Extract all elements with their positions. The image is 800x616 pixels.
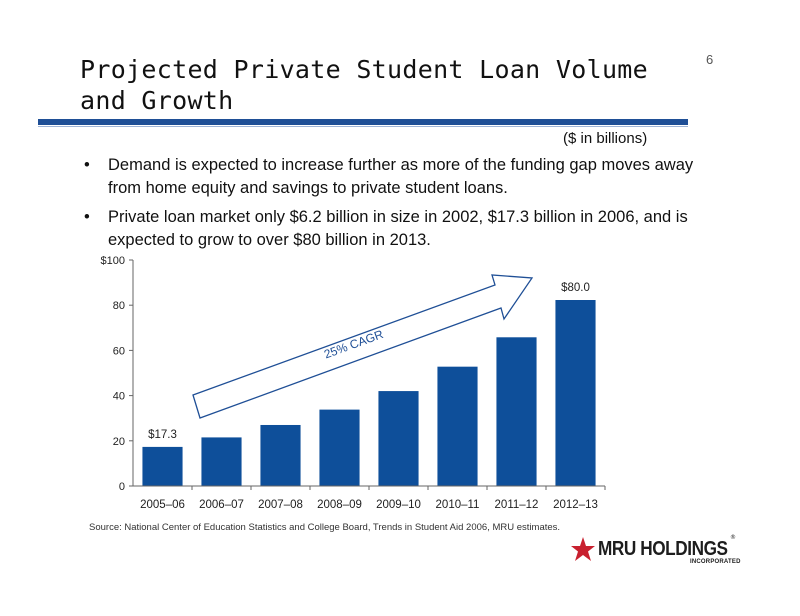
- bar: [201, 437, 242, 486]
- bar: [319, 409, 360, 486]
- cagr-arrow-icon: [192, 274, 534, 419]
- x-tick-label: 2012–13: [553, 499, 598, 511]
- data-label: $80.0: [561, 282, 590, 294]
- y-tick-label: $100: [101, 255, 125, 267]
- star-logo-icon: [571, 537, 595, 561]
- source-note: Source: National Center of Education Sta…: [89, 522, 561, 533]
- bar: [142, 446, 183, 486]
- slide-title: Projected Private Student Loan Volume an…: [80, 55, 648, 115]
- bar: [378, 391, 419, 486]
- data-labels: $17.3 $80.0: [148, 282, 590, 441]
- bullet-item: • Private loan market only $6.2 billion …: [84, 206, 724, 252]
- bullet-text: Private loan market only $6.2 billion in…: [108, 208, 688, 249]
- bars: [142, 300, 596, 486]
- x-tick-label: 2009–10: [376, 499, 421, 511]
- logo-wordmark: MRU HOLDINGS: [598, 538, 728, 560]
- bar: [437, 366, 478, 486]
- x-tick-label: 2008–09: [317, 499, 362, 511]
- loan-volume-bar-chart: 0 20 40 60 80 $100 2005–06 2006–07 2007–08 2008–…: [101, 255, 606, 511]
- x-axis: 2005–06 2006–07 2007–08 2008–09 2009–10 2010–…: [133, 485, 606, 511]
- y-tick-label: 80: [113, 300, 125, 312]
- y-tick-label: 60: [113, 345, 125, 357]
- bar: [260, 424, 301, 486]
- cagr-annotation: 25% CAGR: [192, 274, 534, 419]
- company-logo: MRU HOLDINGS ® INCORPORATED: [570, 532, 750, 572]
- x-tick-label: 2006–07: [199, 499, 244, 511]
- title-divider: [38, 119, 688, 125]
- x-tick-label: 2007–08: [258, 499, 303, 511]
- logo-registered-mark: ®: [730, 534, 736, 541]
- bullet-list: • Demand is expected to increase further…: [84, 154, 724, 258]
- bullet-item: • Demand is expected to increase further…: [84, 154, 724, 200]
- y-tick-label: 0: [119, 481, 125, 493]
- units-note: ($ in billions): [563, 130, 648, 147]
- data-label: $17.3: [148, 429, 177, 441]
- x-tick-label: 2005–06: [140, 499, 185, 511]
- x-tick-label: 2011–12: [495, 499, 539, 511]
- page-number: 6: [706, 52, 714, 67]
- x-tick-label: 2010–11: [436, 499, 480, 511]
- logo-subtitle: INCORPORATED: [690, 559, 741, 565]
- bar: [555, 300, 596, 486]
- y-tick-label: 20: [113, 436, 125, 448]
- bullet-text: Demand is expected to increase further a…: [108, 156, 694, 197]
- bar: [496, 337, 537, 486]
- bullet-dot-icon: •: [84, 208, 90, 226]
- y-tick-label: 40: [113, 391, 125, 403]
- bullet-dot-icon: •: [84, 156, 90, 174]
- title-divider-thin: [38, 126, 688, 127]
- y-axis: 0 20 40 60 80 $100: [101, 255, 134, 493]
